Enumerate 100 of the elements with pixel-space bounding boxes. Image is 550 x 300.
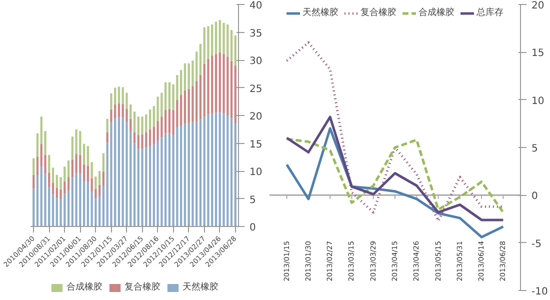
bar — [98, 184, 101, 196]
bar — [40, 166, 42, 226]
bar — [118, 86, 120, 104]
y-tick-label: 25 — [250, 84, 262, 95]
bar — [168, 82, 170, 109]
bar — [218, 112, 221, 226]
bar — [110, 122, 112, 226]
bar — [184, 124, 186, 226]
bar — [32, 158, 35, 175]
line-series — [286, 138, 504, 214]
bar — [32, 188, 35, 226]
bar — [214, 22, 218, 54]
bar — [141, 134, 144, 149]
bar — [98, 171, 101, 185]
bar — [184, 90, 186, 124]
bar — [102, 186, 105, 226]
bar — [160, 92, 163, 117]
bar — [226, 116, 229, 226]
bar — [214, 54, 218, 113]
bar — [222, 54, 225, 114]
bar — [56, 198, 58, 226]
bar — [164, 82, 167, 110]
line-series — [286, 41, 504, 222]
bar — [106, 132, 108, 143]
bar — [48, 154, 50, 173]
bar — [75, 173, 78, 226]
bar — [230, 30, 233, 62]
bar — [52, 182, 54, 194]
bar — [234, 36, 236, 66]
legend-label: 合成橡胶 — [418, 6, 454, 19]
legend-label: 复合橡胶 — [124, 281, 160, 294]
bar — [226, 24, 229, 57]
bar — [184, 63, 186, 91]
bar — [211, 113, 214, 226]
bar — [196, 81, 198, 122]
bar — [218, 52, 221, 112]
y-tick-label: 0 — [250, 222, 256, 234]
bar — [71, 177, 74, 226]
y-tick-label: 40 — [250, 0, 262, 12]
bar — [199, 44, 202, 75]
bar — [148, 146, 152, 226]
legend-label: 天然橡胶 — [182, 281, 218, 294]
bar — [56, 174, 58, 188]
y-tick-label: -10 — [532, 286, 548, 298]
bar — [234, 124, 236, 226]
bar — [52, 168, 54, 183]
bar — [75, 154, 78, 174]
bar — [118, 117, 120, 226]
bar — [106, 118, 108, 132]
bar — [192, 122, 194, 226]
y-tick-label: 15 — [532, 48, 544, 60]
bar — [137, 134, 140, 149]
y-tick-label: 5 — [250, 194, 256, 206]
bar — [222, 22, 225, 54]
bar — [114, 104, 116, 118]
bar — [164, 110, 167, 134]
bar — [160, 138, 163, 226]
bar — [36, 175, 39, 226]
bar — [188, 63, 190, 89]
bar — [203, 116, 206, 226]
bar — [203, 27, 206, 64]
bar — [82, 144, 86, 164]
legend-label: 总库存 — [476, 6, 504, 19]
y-tick-label: 0 — [532, 191, 538, 202]
bar — [180, 94, 182, 126]
bar — [218, 20, 221, 52]
bar — [168, 108, 170, 134]
y-tick-label: 10 — [250, 167, 262, 178]
bar — [145, 114, 148, 132]
bar — [199, 74, 202, 120]
bar — [36, 156, 39, 176]
bar — [79, 154, 82, 174]
y-tick-label: 20 — [532, 0, 544, 12]
legend-label: 复合橡胶 — [360, 6, 396, 19]
bar — [102, 172, 105, 186]
bar — [137, 148, 140, 226]
bar — [67, 160, 70, 178]
bar — [211, 56, 214, 114]
bar — [82, 164, 86, 181]
bar — [145, 132, 148, 148]
bar — [32, 174, 35, 189]
bar — [207, 114, 210, 226]
bar — [199, 119, 202, 226]
bar — [82, 180, 86, 226]
bar — [234, 66, 236, 124]
bar — [67, 177, 70, 190]
y-tick-label: 20 — [250, 112, 262, 122]
bar — [164, 133, 167, 226]
bar — [79, 174, 82, 226]
legend-label: 天然橡胶 — [302, 6, 338, 19]
bar — [137, 116, 140, 135]
bar — [168, 133, 170, 226]
legend-label: 合成橡胶 — [66, 281, 102, 294]
bar — [188, 123, 190, 226]
bar — [148, 109, 152, 130]
line-series — [286, 116, 504, 222]
bar — [188, 88, 190, 124]
bar — [222, 113, 225, 226]
bar — [211, 24, 214, 56]
bar — [226, 56, 229, 116]
